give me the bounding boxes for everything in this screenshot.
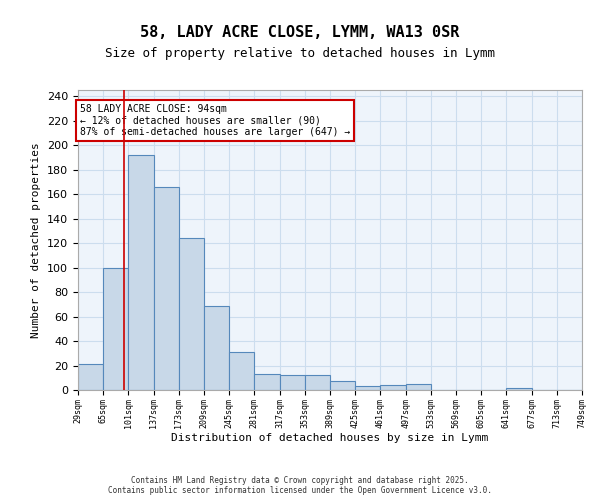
- Text: Contains HM Land Registry data © Crown copyright and database right 2025.
Contai: Contains HM Land Registry data © Crown c…: [108, 476, 492, 495]
- Bar: [330, 382, 355, 390]
- Text: 58, LADY ACRE CLOSE, LYMM, WA13 0SR: 58, LADY ACRE CLOSE, LYMM, WA13 0SR: [140, 25, 460, 40]
- Bar: [103, 268, 128, 390]
- Bar: [179, 238, 204, 390]
- Bar: [229, 352, 254, 390]
- Bar: [380, 385, 406, 390]
- Bar: [204, 306, 229, 390]
- Bar: [78, 364, 103, 390]
- Bar: [254, 374, 280, 390]
- Bar: [406, 384, 431, 390]
- Y-axis label: Number of detached properties: Number of detached properties: [31, 142, 41, 338]
- Text: 58 LADY ACRE CLOSE: 94sqm
← 12% of detached houses are smaller (90)
87% of semi-: 58 LADY ACRE CLOSE: 94sqm ← 12% of detac…: [80, 104, 350, 137]
- Bar: [506, 388, 532, 390]
- Text: Size of property relative to detached houses in Lymm: Size of property relative to detached ho…: [105, 48, 495, 60]
- X-axis label: Distribution of detached houses by size in Lymm: Distribution of detached houses by size …: [172, 433, 488, 443]
- Bar: [355, 386, 380, 390]
- Bar: [305, 376, 330, 390]
- Bar: [280, 376, 305, 390]
- Bar: [128, 155, 154, 390]
- Bar: [154, 186, 179, 390]
